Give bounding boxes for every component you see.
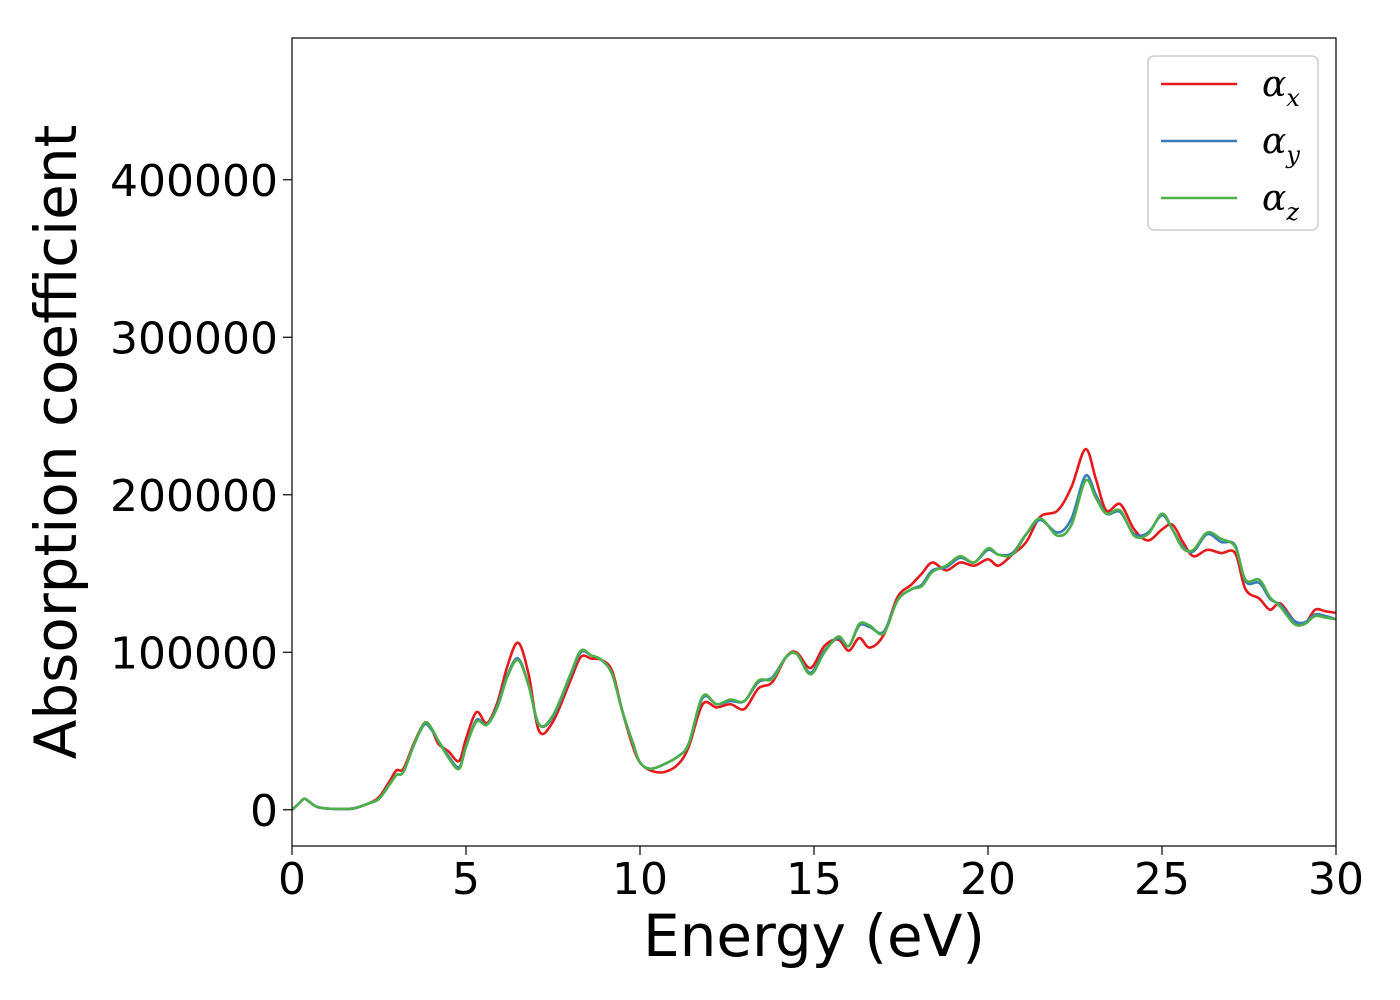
x-tick-label: 0 <box>278 854 306 905</box>
series-layer <box>292 447 1336 812</box>
series-line-z <box>292 478 1336 812</box>
legend-symbol: α <box>1262 178 1286 219</box>
x-tick-label: 5 <box>452 854 480 905</box>
legend-label-y: αy <box>1262 121 1300 169</box>
legend-symbol: α <box>1262 64 1286 105</box>
y-tick-label: 400000 <box>110 156 278 207</box>
x-axis-label: Energy (eV) <box>643 902 985 970</box>
x-tick-label: 20 <box>960 854 1016 905</box>
x-tick-label: 30 <box>1308 854 1364 905</box>
x-axis: 0 5 10 15 20 25 30 <box>278 846 1364 905</box>
legend-subscript: x <box>1286 84 1300 112</box>
y-tick-label: 100000 <box>110 628 278 679</box>
legend-box <box>1147 55 1319 231</box>
legend-label-x: αx <box>1262 64 1300 112</box>
x-tick-label: 25 <box>1134 854 1190 905</box>
legend-subscript: y <box>1285 141 1300 169</box>
legend-label-z: αz <box>1262 178 1299 226</box>
y-tick-label: 300000 <box>110 313 278 364</box>
y-tick-label: 0 <box>250 786 278 837</box>
x-tick-label: 15 <box>786 854 842 905</box>
y-tick-label: 200000 <box>110 471 278 522</box>
y-axis-label: Absorption coefficient <box>22 125 90 760</box>
x-tick-label: 10 <box>612 854 668 905</box>
y-axis: 0 100000 200000 300000 400000 <box>110 156 292 837</box>
legend-symbol: α <box>1262 121 1286 162</box>
legend-subscript: z <box>1285 198 1299 226</box>
